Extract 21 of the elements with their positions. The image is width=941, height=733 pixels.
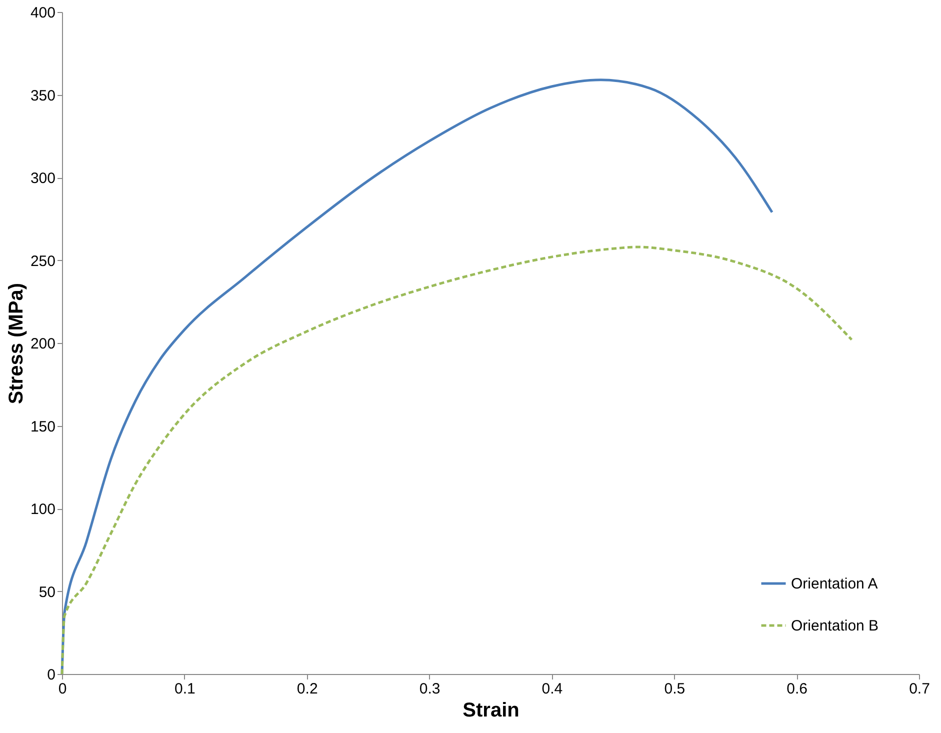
x-tick-label: 0.4 bbox=[542, 680, 563, 698]
y-tick-label: 250 bbox=[30, 252, 56, 270]
y-tick-label: 200 bbox=[30, 336, 56, 352]
x-tick-label: 0.3 bbox=[419, 680, 440, 698]
x-axis-title: Strain bbox=[462, 700, 520, 722]
x-tick-label: 0.5 bbox=[664, 680, 686, 698]
y-tick-label: 300 bbox=[30, 170, 56, 187]
x-tick-label: 0 bbox=[58, 680, 67, 698]
y-tick-label: 150 bbox=[30, 418, 56, 436]
x-tick-label: 0.6 bbox=[786, 680, 808, 698]
y-tick-label: 100 bbox=[30, 501, 56, 518]
legend-label: Orientation A bbox=[791, 576, 878, 592]
legend-label: Orientation B bbox=[791, 618, 879, 634]
y-tick-label: 50 bbox=[38, 584, 56, 601]
x-tick-label: 0.2 bbox=[296, 680, 318, 698]
y-tick-label: 350 bbox=[30, 87, 56, 104]
x-tick-label: 0.1 bbox=[174, 680, 196, 698]
y-axis-title: Stress (MPa) bbox=[5, 282, 28, 404]
x-tick-label: 0.7 bbox=[909, 680, 930, 698]
y-tick-label: 400 bbox=[30, 4, 56, 22]
y-tick-label: 0 bbox=[47, 666, 56, 684]
